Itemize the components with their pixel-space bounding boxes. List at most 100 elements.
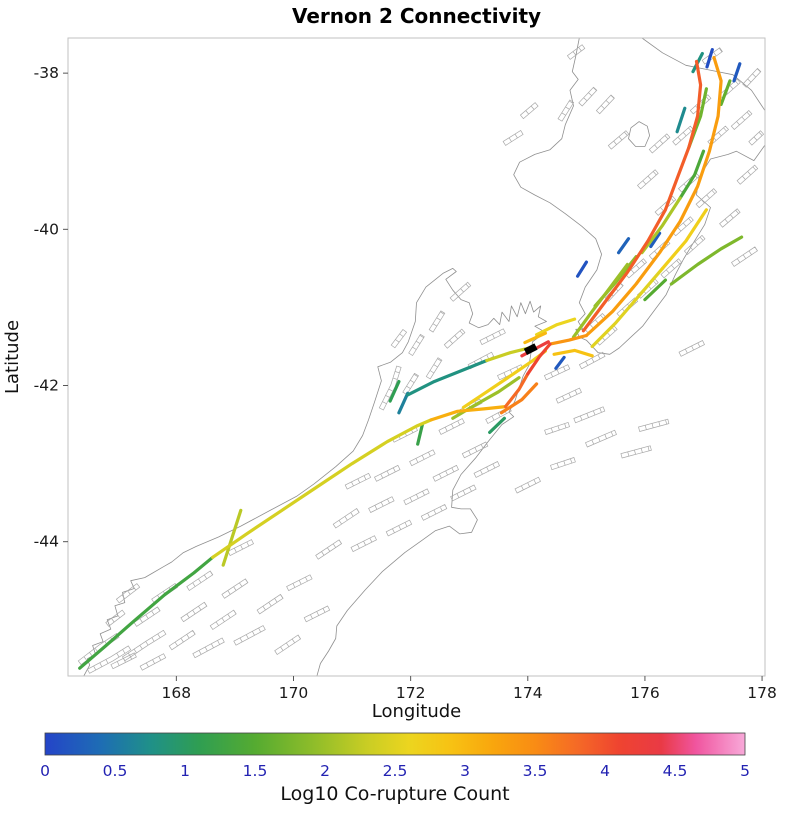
fault-trace — [378, 365, 402, 411]
fault-trace — [519, 102, 539, 120]
fault-trace — [315, 539, 343, 560]
rupture-trace — [640, 196, 682, 255]
fault-trace — [432, 464, 459, 482]
rupture-trace — [485, 346, 531, 363]
colorbar-tick-label: 4.5 — [663, 762, 688, 780]
rupture-trace — [461, 349, 547, 409]
fault-trace — [654, 195, 677, 216]
fault-trace — [497, 364, 524, 381]
fault-trace — [479, 328, 506, 346]
fault-trace — [638, 418, 670, 432]
rupture-trace — [221, 508, 243, 567]
rupture-trace — [732, 62, 742, 83]
fault-trace — [390, 329, 408, 349]
rupture-trace — [548, 333, 588, 346]
fault-trace — [368, 496, 395, 513]
map-layers — [77, 38, 765, 676]
fault-trace — [672, 125, 694, 146]
fault-trace — [374, 464, 401, 482]
fault-trace — [625, 258, 647, 279]
rupture-trace — [523, 331, 547, 345]
fault-trace — [274, 634, 302, 655]
fault-trace — [719, 208, 741, 228]
rupture-trace — [617, 237, 631, 255]
fault-trace — [332, 508, 360, 529]
fault-trace — [550, 457, 576, 471]
fault-trace — [660, 258, 683, 279]
fault-trace — [227, 539, 254, 556]
fault-trace — [707, 125, 729, 146]
fault-trace — [683, 234, 706, 255]
x-tick-label: 168 — [162, 684, 192, 702]
colorbar-label: Log10 Co-rupture Count — [280, 783, 510, 805]
rupture-trace — [429, 405, 508, 422]
fault-trace — [408, 333, 425, 356]
rupture-trace — [669, 235, 744, 286]
fault-trace — [168, 629, 196, 651]
rupture-trace — [406, 358, 489, 397]
fault-trace — [344, 472, 372, 490]
axes-layer: 168 170 172 174 176 178 -38 -40 -42 -44 — [34, 64, 777, 702]
coastline — [641, 38, 765, 111]
fault-trace — [616, 297, 639, 318]
fault-trace — [256, 593, 284, 615]
rupture-trace — [584, 55, 723, 338]
fault-trace — [595, 94, 615, 115]
fault-trace — [402, 372, 419, 395]
colorbar-tick-label: 3 — [460, 762, 470, 780]
rupture-trace — [675, 106, 687, 134]
fault-trace — [115, 583, 141, 604]
rupture-trace — [499, 382, 539, 415]
fault-trace — [403, 488, 430, 506]
rupture-trace — [78, 555, 215, 670]
plot-frame — [67, 37, 766, 677]
fault-trace — [695, 188, 718, 209]
fault-trace — [105, 609, 126, 627]
fault-trace — [473, 461, 500, 478]
x-tick-label: 176 — [630, 684, 660, 702]
colorbar-tick-label: 0.5 — [103, 762, 128, 780]
fault-trace — [573, 406, 606, 424]
rupture-trace — [705, 48, 714, 69]
fault-trace — [584, 313, 606, 334]
fault-trace — [409, 449, 436, 467]
fault-trace — [77, 633, 120, 666]
y-tick-label: -44 — [34, 533, 59, 551]
x-tick-label: 172 — [396, 684, 426, 702]
colorbar-tick-label: 3.5 — [523, 762, 548, 780]
fault-trace — [672, 216, 694, 237]
coastline-layer — [83, 38, 765, 676]
fault-trace — [303, 605, 331, 623]
fault-trace — [748, 130, 765, 146]
colorbar-tick-label: 5 — [740, 762, 750, 780]
fault-trace — [139, 653, 167, 671]
rupture-trace — [660, 208, 708, 270]
fault-trace — [420, 504, 448, 521]
rupture-trace — [535, 317, 577, 337]
rupture-trace — [678, 149, 706, 200]
rupture-trace — [388, 380, 401, 403]
fault-trace — [578, 351, 606, 370]
y-axis-label: Latitude — [2, 319, 23, 395]
y-tick-label: -38 — [34, 64, 59, 82]
fault-trace — [730, 110, 753, 130]
fault-trace — [502, 130, 524, 146]
coastline — [83, 268, 547, 676]
fault-trace — [514, 476, 541, 494]
fault-trace — [449, 281, 472, 302]
fault-trace — [438, 418, 465, 435]
fault-trace — [350, 535, 377, 553]
colorbar-gradient — [44, 732, 746, 756]
fault-trace — [544, 421, 570, 435]
colorbar-tick-label: 4 — [600, 762, 610, 780]
fault-trace — [221, 578, 249, 599]
fault-trace — [233, 625, 266, 646]
fault-trace — [736, 164, 759, 185]
rupture-trace — [649, 231, 662, 249]
coastline — [513, 38, 765, 355]
fault-trace — [86, 645, 132, 674]
coastline — [628, 121, 650, 147]
fault-trace — [180, 601, 208, 623]
